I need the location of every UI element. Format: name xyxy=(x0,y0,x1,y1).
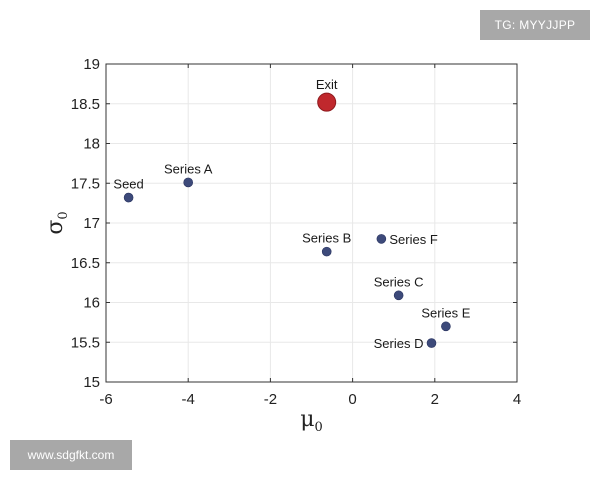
x-tick-label: 4 xyxy=(513,391,521,408)
y-axis-label-main: σ xyxy=(43,220,68,235)
x-tick-label: -6 xyxy=(99,391,112,408)
data-point-seed xyxy=(123,192,134,203)
point-label-series-e: Series E xyxy=(421,305,470,320)
data-point-series-b xyxy=(321,246,332,257)
data-point-series-e xyxy=(441,321,451,332)
point-labels: Seed Series A Series B Series F Series C Seri… xyxy=(113,77,470,351)
y-tick-label: 17 xyxy=(83,215,100,232)
axis-ticks: -6 -4 -2 0 2 4 15 15.5 16 16.5 17 17.5 18 18.5 19 xyxy=(71,56,521,408)
point-label-exit: Exit xyxy=(316,77,338,92)
y-tick-label: 15 xyxy=(83,374,100,391)
point-label-series-c: Series C xyxy=(374,274,424,289)
x-tick-label: 0 xyxy=(348,391,356,408)
y-axis-label: σ0 xyxy=(43,211,71,234)
data-point-series-c xyxy=(393,290,404,301)
watermark-bottom-left: www.sdgfkt.com xyxy=(10,440,132,470)
watermark-top-right: TG: MYYJJPP xyxy=(480,10,590,40)
y-tick-label: 15.5 xyxy=(71,334,100,351)
point-label-series-b: Series B xyxy=(302,231,351,246)
data-point-series-d xyxy=(426,338,437,348)
x-tick-label: 2 xyxy=(431,391,439,408)
y-axis-label-sub: 0 xyxy=(56,211,71,219)
point-label-series-d: Series D xyxy=(374,336,424,351)
data-point-series-a xyxy=(183,177,193,188)
y-tick-label: 18 xyxy=(83,136,100,153)
plot-frame xyxy=(105,63,518,383)
x-axis-label: μ0 xyxy=(300,407,323,435)
point-label-series-f: Series F xyxy=(389,232,437,247)
y-tick-label: 19 xyxy=(83,56,100,73)
y-tick-label: 18.5 xyxy=(71,96,100,113)
y-tick-label: 16 xyxy=(83,295,100,312)
data-point-exit xyxy=(317,92,337,112)
x-axis-label-sub: 0 xyxy=(315,420,323,435)
data-points xyxy=(123,92,451,348)
x-tick-label: -2 xyxy=(264,391,277,408)
grid xyxy=(105,63,518,383)
y-tick-label: 17.5 xyxy=(71,175,100,192)
data-point-series-f xyxy=(376,234,387,244)
y-tick-label: 16.5 xyxy=(71,255,100,272)
x-tick-label: -4 xyxy=(182,391,195,408)
x-axis-label-main: μ xyxy=(300,407,314,432)
point-label-seed: Seed xyxy=(113,177,143,192)
point-label-series-a: Series A xyxy=(164,161,213,176)
